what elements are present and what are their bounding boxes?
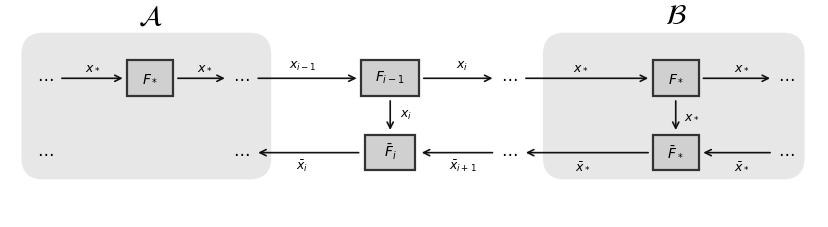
FancyBboxPatch shape (652, 60, 698, 96)
Text: $\cdots$: $\cdots$ (777, 69, 794, 87)
Text: $x_*$: $x_*$ (734, 60, 749, 73)
Text: $\cdots$: $\cdots$ (777, 144, 794, 162)
Text: $x_*$: $x_*$ (683, 109, 699, 122)
Text: $\cdots$: $\cdots$ (500, 69, 517, 87)
FancyBboxPatch shape (22, 33, 271, 179)
Text: $\bar{x}_i$: $\bar{x}_i$ (296, 159, 308, 174)
FancyBboxPatch shape (128, 60, 173, 96)
Text: $\bar{F}_i$: $\bar{F}_i$ (383, 143, 396, 162)
Text: $\cdots$: $\cdots$ (36, 144, 54, 162)
Text: $\cdots$: $\cdots$ (500, 144, 517, 162)
Text: $F_{i-1}$: $F_{i-1}$ (375, 70, 405, 86)
Text: $x_i$: $x_i$ (400, 109, 412, 122)
Text: $\bar{x}_*$: $\bar{x}_*$ (574, 160, 590, 173)
FancyBboxPatch shape (365, 135, 415, 170)
FancyBboxPatch shape (652, 135, 698, 170)
FancyBboxPatch shape (361, 60, 418, 96)
Text: $x_*$: $x_*$ (572, 60, 588, 73)
Text: $x_{i-1}$: $x_{i-1}$ (289, 60, 316, 73)
Text: $\cdots$: $\cdots$ (36, 69, 54, 87)
Text: $\bar{F}_*$: $\bar{F}_*$ (667, 146, 683, 160)
Text: $\cdots$: $\cdots$ (233, 144, 249, 162)
Text: $x_i$: $x_i$ (455, 60, 467, 73)
Text: $x_*$: $x_*$ (197, 60, 212, 73)
Text: $F_*$: $F_*$ (667, 71, 683, 85)
Text: $\bar{x}_{i+1}$: $\bar{x}_{i+1}$ (448, 159, 476, 174)
Text: $x_*$: $x_*$ (85, 60, 100, 73)
Text: $F_*$: $F_*$ (142, 71, 158, 85)
Text: $\cdots$: $\cdots$ (233, 69, 249, 87)
Text: $\mathcal{B}$: $\mathcal{B}$ (664, 3, 686, 30)
Text: $\bar{x}_*$: $\bar{x}_*$ (734, 160, 749, 173)
Text: $\mathcal{A}$: $\mathcal{A}$ (137, 3, 162, 30)
FancyBboxPatch shape (542, 33, 804, 179)
